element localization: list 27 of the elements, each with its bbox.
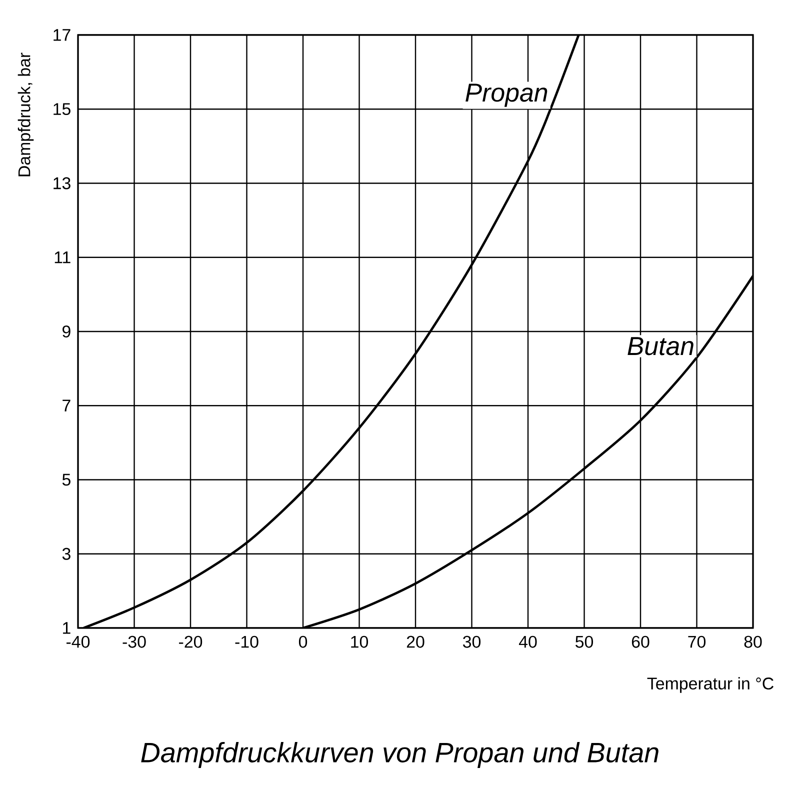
y-tick-label: 7 <box>62 400 70 412</box>
y-tick-label: 17 <box>54 29 70 41</box>
text: Dampfdruckkurven von Propan und Butan <box>141 742 658 768</box>
x-tick-label: -20 <box>179 636 202 648</box>
y-tick-label: 9 <box>62 325 70 338</box>
x-tick-label: 40 <box>518 636 537 648</box>
y-tick-label: 11 <box>54 252 70 264</box>
y-tick-label: 13 <box>54 177 70 190</box>
y-axis-title: Dampfdruck, bar <box>18 52 34 176</box>
x-tick-label: 0 <box>298 636 308 648</box>
x-tick-label: 80 <box>744 636 762 648</box>
x-tick-label: 50 <box>576 636 594 648</box>
y-tick-label: 1 <box>63 622 70 634</box>
series-label: Propan <box>466 84 548 107</box>
y-tick-label: 3 <box>62 548 70 560</box>
x-tick-label: 20 <box>406 636 424 648</box>
x-tick-label: 60 <box>632 636 650 648</box>
series-label: Butan <box>628 337 694 356</box>
x-tick-label: -30 <box>122 636 146 648</box>
y-tick-label: 15 <box>54 103 70 116</box>
x-tick-label: 10 <box>351 636 368 648</box>
x-tick-label: 70 <box>688 636 706 648</box>
x-tick-label: 30 <box>462 636 481 648</box>
x-tick-label: -10 <box>235 636 258 648</box>
x-axis-title: Temperatur in °C <box>647 677 774 693</box>
x-tick-label: -40 <box>66 636 90 648</box>
y-tick-label: 5 <box>62 474 70 486</box>
